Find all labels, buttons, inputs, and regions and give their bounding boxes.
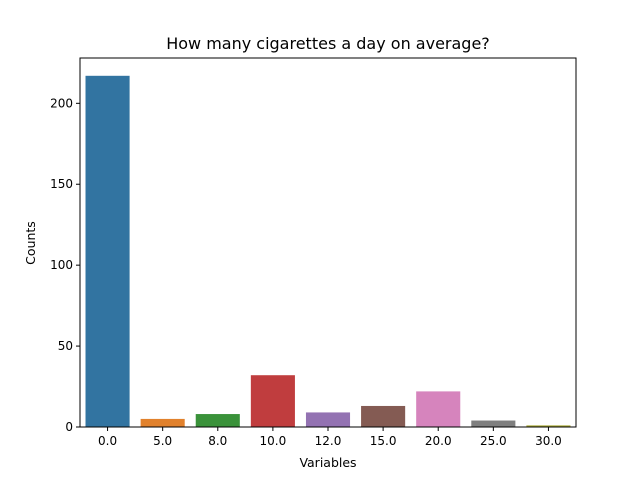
y-tick-label: 200: [50, 96, 73, 110]
bar-10.0: [250, 375, 295, 427]
bar-0.0: [85, 75, 130, 428]
bar-30.0: [526, 425, 571, 427]
x-axis-label: Variables: [299, 455, 356, 470]
x-tick-label: 20.0: [425, 434, 452, 448]
x-tick-label: 12.0: [315, 434, 342, 448]
bar-12.0: [305, 412, 351, 427]
x-tick-label: 10.0: [260, 434, 287, 448]
chart-title: How many cigarettes a day on average?: [166, 34, 490, 53]
plot-frame: [79, 57, 577, 428]
y-axis-label: Counts: [23, 221, 38, 265]
x-tick-label: 30.0: [535, 434, 562, 448]
y-tick-label: 50: [58, 339, 73, 353]
x-tick-label: 25.0: [480, 434, 507, 448]
x-tick-label: 8.0: [208, 434, 227, 448]
bars-group: [85, 75, 571, 428]
y-tick-label: 100: [50, 258, 73, 272]
x-tick-label: 15.0: [370, 434, 397, 448]
y-ticks-group: 0 50 100 150 200: [50, 96, 80, 434]
x-tick-label: 0.0: [98, 434, 117, 448]
bar-25.0: [471, 420, 516, 427]
bar-15.0: [361, 405, 406, 427]
y-tick-label: 0: [65, 420, 73, 434]
y-tick-label: 150: [50, 177, 73, 191]
x-tick-label: 5.0: [153, 434, 172, 448]
bar-5.0: [140, 418, 185, 427]
bar-8.0: [195, 414, 240, 427]
x-ticks-group: 0.0 5.0 8.0 10.0 12.0 15.0 20.0 25.0 30.0: [98, 427, 562, 448]
bar-20.0: [416, 391, 461, 427]
